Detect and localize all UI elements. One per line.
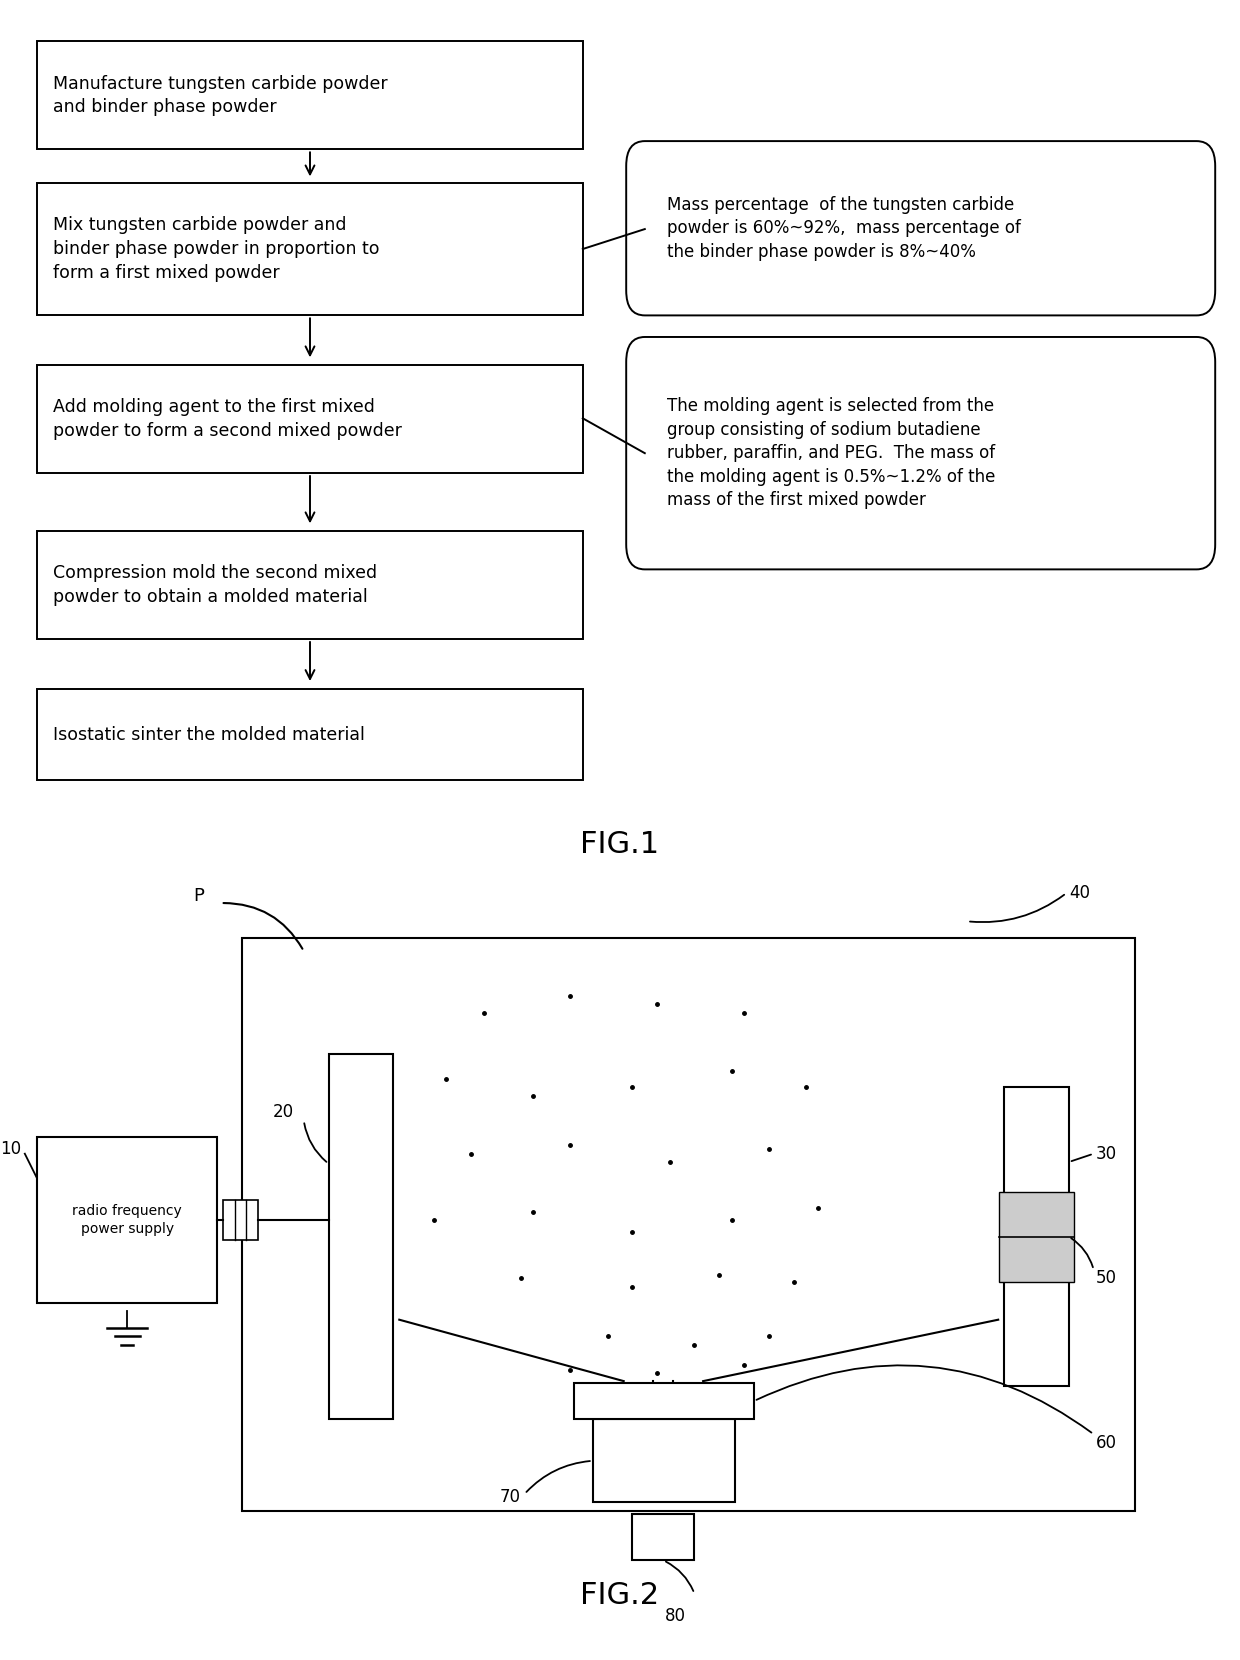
- Bar: [37, 1137, 217, 1303]
- FancyBboxPatch shape: [37, 531, 583, 639]
- FancyBboxPatch shape: [37, 183, 583, 315]
- Text: Compression mold the second mixed
powder to obtain a molded material: Compression mold the second mixed powder…: [53, 564, 377, 606]
- Text: Manufacture tungsten carbide powder
and binder phase powder: Manufacture tungsten carbide powder and …: [53, 75, 388, 116]
- FancyBboxPatch shape: [37, 365, 583, 473]
- Text: Mass percentage  of the tungsten carbide
powder is 60%~92%,  mass percentage of
: Mass percentage of the tungsten carbide …: [667, 196, 1021, 261]
- Text: 30: 30: [1096, 1145, 1117, 1162]
- Text: FIG.2: FIG.2: [580, 1582, 660, 1610]
- Bar: [242, 938, 1135, 1511]
- Bar: [329, 1054, 393, 1419]
- FancyBboxPatch shape: [626, 141, 1215, 315]
- Bar: [999, 1192, 1074, 1282]
- Text: P: P: [193, 888, 203, 905]
- Text: 80: 80: [666, 1607, 686, 1625]
- Bar: [593, 1419, 735, 1502]
- Text: The molding agent is selected from the
group consisting of sodium butadiene
rubb: The molding agent is selected from the g…: [667, 397, 996, 510]
- Text: 40: 40: [1069, 885, 1090, 901]
- Text: FIG.1: FIG.1: [580, 830, 660, 858]
- Bar: [1004, 1087, 1069, 1386]
- Bar: [632, 1514, 694, 1560]
- Bar: [574, 1383, 754, 1419]
- FancyBboxPatch shape: [626, 337, 1215, 569]
- Text: radio frequency
power supply: radio frequency power supply: [72, 1204, 182, 1237]
- Text: Isostatic sinter the molded material: Isostatic sinter the molded material: [53, 725, 366, 744]
- Text: 10: 10: [0, 1140, 21, 1157]
- Bar: [223, 1200, 258, 1240]
- Text: 60: 60: [1096, 1434, 1117, 1451]
- Text: Mix tungsten carbide powder and
binder phase powder in proportion to
form a firs: Mix tungsten carbide powder and binder p…: [53, 216, 379, 282]
- Text: 50: 50: [1096, 1270, 1117, 1286]
- FancyBboxPatch shape: [37, 689, 583, 780]
- Text: Add molding agent to the first mixed
powder to form a second mixed powder: Add molding agent to the first mixed pow…: [53, 398, 402, 440]
- Text: 70: 70: [500, 1489, 521, 1506]
- FancyBboxPatch shape: [37, 42, 583, 149]
- Text: 20: 20: [273, 1104, 294, 1120]
